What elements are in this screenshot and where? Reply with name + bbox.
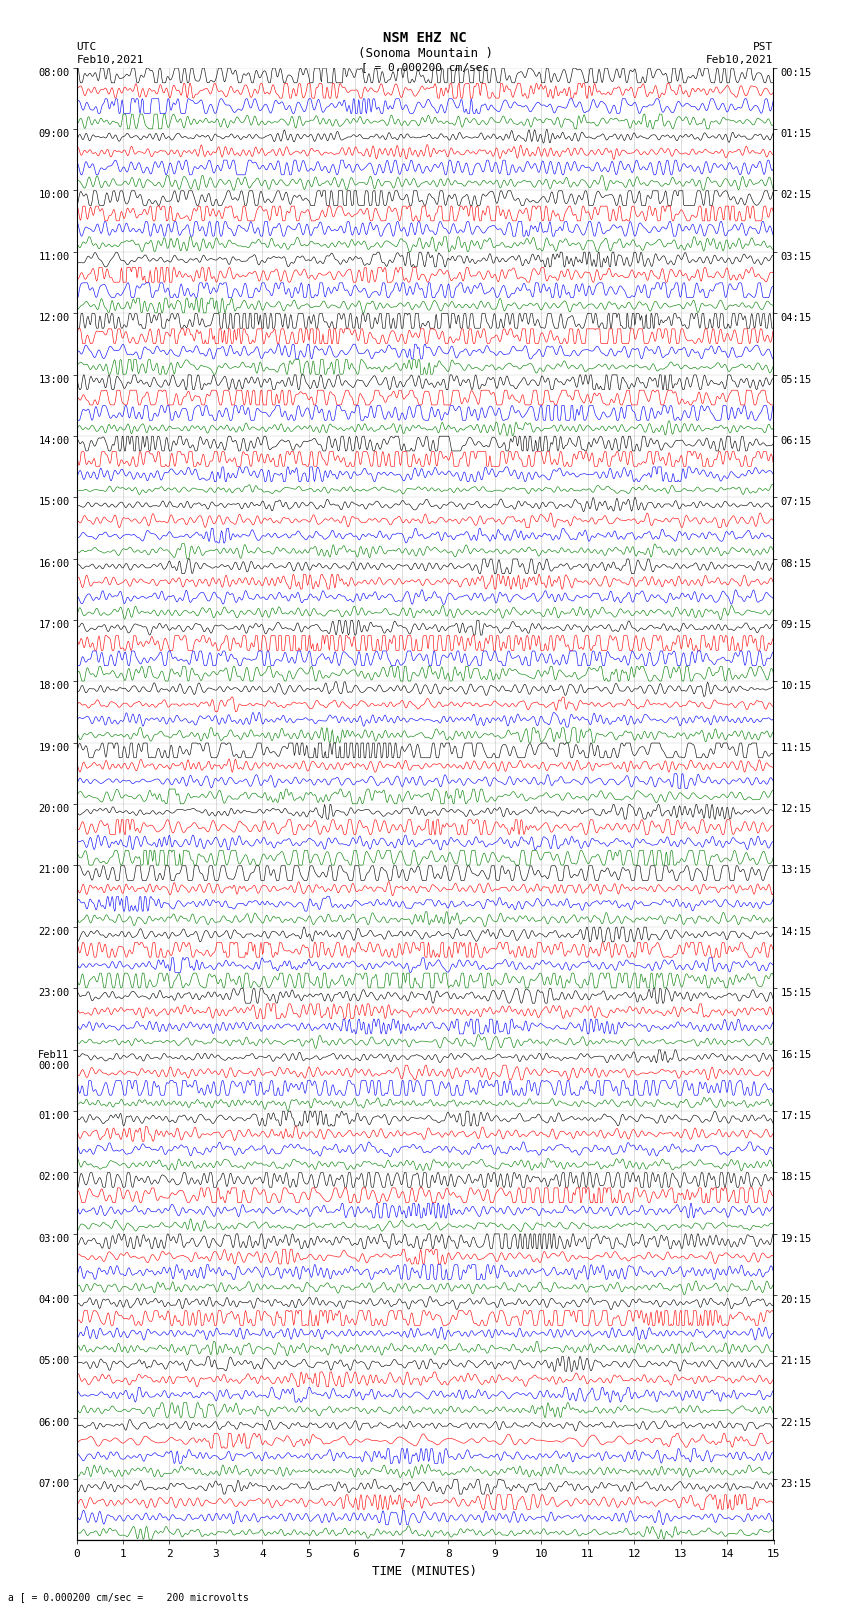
Text: UTC: UTC xyxy=(76,42,97,52)
Text: PST: PST xyxy=(753,42,774,52)
Text: a [ = 0.000200 cm/sec =    200 microvolts: a [ = 0.000200 cm/sec = 200 microvolts xyxy=(8,1592,249,1602)
Text: [ = 0.000200 cm/sec: [ = 0.000200 cm/sec xyxy=(361,63,489,73)
X-axis label: TIME (MINUTES): TIME (MINUTES) xyxy=(372,1565,478,1578)
Text: Feb10,2021: Feb10,2021 xyxy=(76,55,144,65)
Text: (Sonoma Mountain ): (Sonoma Mountain ) xyxy=(358,47,492,60)
Text: NSM EHZ NC: NSM EHZ NC xyxy=(383,31,467,45)
Text: Feb10,2021: Feb10,2021 xyxy=(706,55,774,65)
